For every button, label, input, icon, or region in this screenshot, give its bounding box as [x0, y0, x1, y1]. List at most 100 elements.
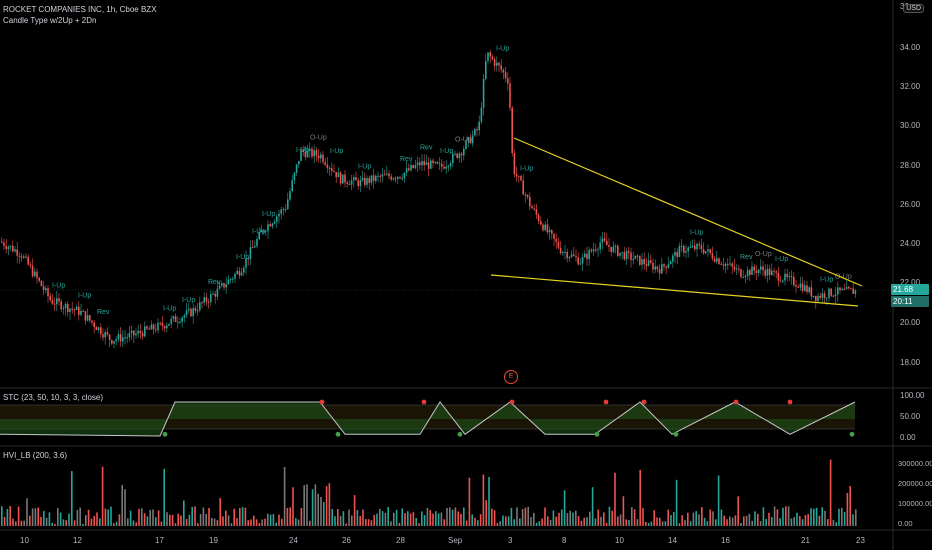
volume-bar	[205, 513, 207, 526]
stc-signal-dot	[509, 399, 515, 405]
time-label: 8	[562, 536, 567, 545]
currency-badge[interactable]: USD	[903, 4, 924, 13]
candle-body	[313, 150, 315, 157]
candle-body	[181, 317, 183, 322]
signal-label: I-Up	[252, 229, 265, 236]
candle-body	[595, 249, 597, 251]
time-label: 14	[668, 536, 677, 545]
candle-body	[56, 298, 58, 305]
volume-bar	[101, 466, 104, 526]
candle-body	[610, 246, 612, 252]
candle-body	[291, 180, 293, 192]
signal-label: O-Up	[455, 136, 472, 143]
candle-body	[746, 270, 749, 276]
candle-body	[293, 172, 296, 181]
candle-body	[14, 249, 16, 252]
candle-body	[742, 276, 744, 278]
wedge-upper-trendline[interactable]	[513, 137, 863, 287]
earnings-event-icon[interactable]: E	[504, 370, 518, 384]
volume-bar	[667, 509, 669, 526]
volume-bar	[684, 520, 686, 526]
volume-bar	[647, 522, 650, 526]
volume-bar	[801, 519, 804, 526]
candle-body	[350, 180, 353, 185]
volume-bar	[345, 523, 347, 526]
candle-body	[84, 311, 87, 321]
hvi-title[interactable]: HVI_LB (200, 3.6)	[3, 451, 68, 460]
candle-body	[397, 176, 399, 179]
price-axis[interactable]: 36 34.00 32.00 30.00 28.00 26.00 24.00 2…	[900, 2, 921, 367]
volume-bar	[561, 509, 563, 526]
volume-bar	[645, 521, 647, 526]
volume-bar	[9, 506, 11, 526]
candle-body	[823, 293, 826, 299]
signal-label: I-Up	[182, 297, 195, 304]
stc-signal-dot	[673, 431, 679, 437]
volume-bar	[485, 500, 487, 526]
hvi-legend[interactable]: HVI_LB (200, 3.6)	[3, 450, 67, 461]
candle-body	[652, 262, 654, 270]
volume-bar	[54, 523, 56, 526]
candle-body	[520, 176, 522, 181]
volume-bar	[468, 477, 471, 526]
volume-bar	[34, 508, 37, 526]
candle-body	[707, 249, 709, 252]
wedge-lower-trendline[interactable]	[490, 274, 859, 307]
candle-body	[584, 253, 586, 258]
volume-bar	[754, 511, 756, 526]
volume-bar	[516, 507, 518, 526]
signal-label: I-Up	[296, 147, 309, 154]
stc-axis[interactable]: 100.00 50.00 0.00	[900, 391, 925, 442]
candle-body	[20, 256, 23, 258]
candle-body	[687, 247, 689, 252]
candle-body	[793, 276, 795, 286]
time-axis[interactable]: 10 12 17 19 24 26 28 Sep 3 8 10 14 16 21…	[20, 536, 865, 545]
candle-body	[29, 264, 32, 266]
candle-body	[852, 288, 854, 294]
candle-body	[458, 153, 461, 159]
chart-legend[interactable]: ROCKET COMPANIES INC, 1h, Cboe BZX Candl…	[3, 4, 157, 26]
candle-body	[229, 279, 232, 281]
volume-bar	[278, 514, 280, 526]
volume-bar	[387, 506, 389, 526]
candle-body	[685, 251, 687, 253]
volume-bar	[715, 519, 717, 526]
candle-body	[361, 177, 364, 181]
candle-body	[548, 230, 551, 233]
candle-body	[526, 194, 529, 197]
candle-body	[661, 264, 663, 274]
volume-bar	[104, 508, 107, 526]
volume-bar	[768, 512, 770, 526]
candle-body	[359, 180, 362, 186]
candle-body	[405, 168, 408, 173]
volume-bar	[493, 510, 496, 526]
candle-body	[337, 172, 340, 178]
candle-body	[64, 303, 67, 309]
candle-body	[441, 163, 443, 167]
candle-body	[80, 310, 82, 315]
candle-body	[150, 324, 153, 330]
candle-body	[322, 154, 324, 163]
volume-bar	[838, 508, 840, 526]
volume-bar	[348, 509, 350, 526]
stc-title[interactable]: STC (23, 50, 10, 3, 3, close)	[3, 393, 104, 402]
volume-bar	[3, 516, 6, 526]
candle-body	[601, 238, 604, 243]
candle-body	[23, 256, 25, 258]
volume-bar	[846, 492, 849, 526]
candle-body	[399, 176, 401, 179]
volume-bar	[300, 507, 303, 526]
volume-bar	[384, 513, 387, 526]
stc-legend[interactable]: STC (23, 50, 10, 3, 3, close)	[3, 392, 103, 403]
candle-body	[471, 135, 474, 144]
candle-body	[577, 257, 579, 265]
volume-bar	[661, 521, 664, 526]
candle-body	[306, 150, 309, 158]
candle-body	[315, 150, 318, 156]
symbol-title[interactable]: ROCKET COMPANIES INC, 1h, Cboe BZX	[3, 5, 157, 14]
candle-body	[476, 129, 478, 131]
candle-type-label[interactable]: Candle Type w/2Up + 2Dn	[3, 16, 97, 25]
hvi-axis[interactable]: 300000.00 200000.00 100000.00 0.00	[898, 459, 932, 528]
candle-body	[31, 265, 34, 277]
